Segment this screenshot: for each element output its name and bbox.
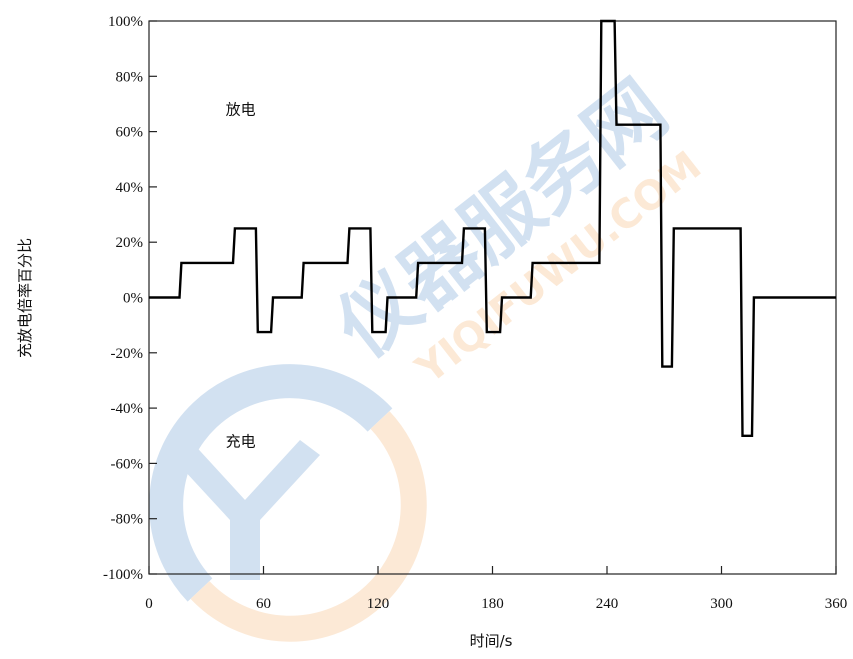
- axis-ticks: [148, 20, 837, 575]
- watermark-logo-ring-blue: [149, 364, 393, 602]
- x-tick-label: 240: [596, 596, 619, 612]
- y-tick-label: 20%: [116, 235, 144, 251]
- annotation-discharge: 放电: [226, 100, 256, 118]
- x-tick-label: 180: [481, 596, 504, 612]
- y-tick-label: -20%: [111, 346, 144, 362]
- y-tick-label: 100%: [108, 14, 143, 30]
- y-tick-label: -40%: [111, 401, 144, 417]
- y-tick-label: -100%: [103, 567, 143, 583]
- x-tick-label: 300: [710, 596, 733, 612]
- watermark-logo-y-mark: [170, 440, 320, 580]
- x-tick-label: 60: [256, 596, 271, 612]
- x-axis-title: 时间/s: [470, 632, 513, 650]
- y-axis-title: 充放电倍率百分比: [16, 238, 34, 358]
- y-tick-label: -60%: [111, 456, 144, 472]
- watermark-logo-ring-orange: [190, 411, 427, 642]
- y-tick-label: 40%: [116, 180, 144, 196]
- annotation-charge: 充电: [226, 432, 256, 450]
- y-tick-label: 60%: [116, 125, 144, 141]
- watermark: 仪器服务网 YIQIFUWU.COM: [149, 64, 710, 642]
- x-tick-label: 120: [367, 596, 390, 612]
- x-tick-label: 360: [825, 596, 848, 612]
- series-line: [149, 19, 836, 437]
- y-tick-label: 0%: [123, 291, 143, 307]
- y-tick-label: -80%: [111, 512, 144, 528]
- y-tick-label: 80%: [116, 69, 144, 85]
- x-tick-labels: 0 60 120 180 240 300 360: [145, 596, 847, 612]
- x-tick-label: 0: [145, 596, 153, 612]
- y-tick-labels: -100% -80% -60% -40% -20% 0% 20% 40% 60% 80% 100%: [103, 14, 143, 583]
